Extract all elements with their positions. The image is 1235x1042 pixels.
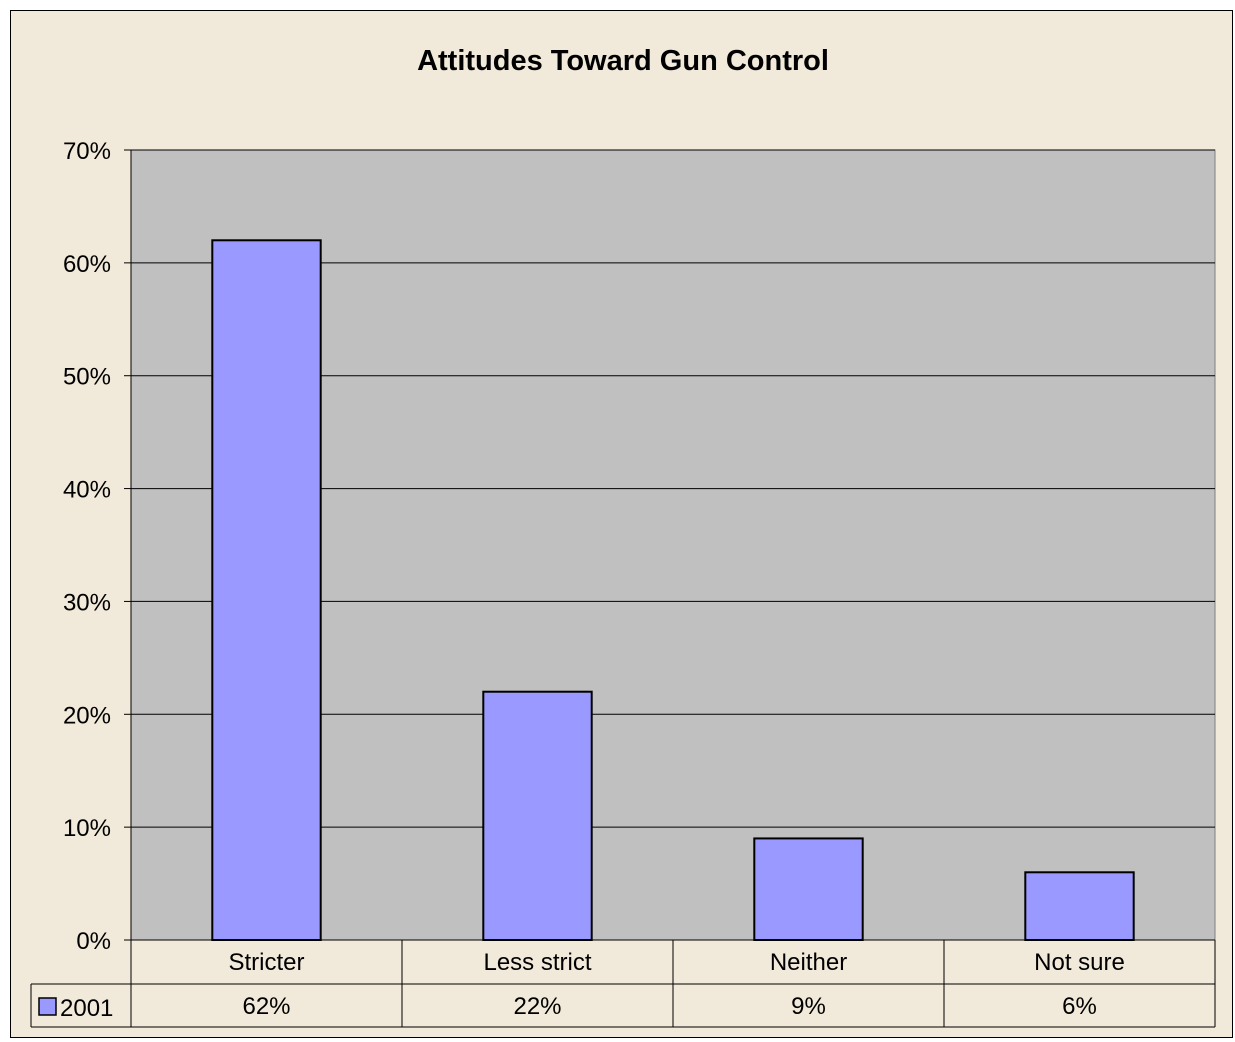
bar-chart: Attitudes Toward Gun Control 0% 10% 20% 30%… [30,45,1216,1028]
data-label: 9% [791,993,826,1020]
data-label: 62% [242,993,290,1020]
y-tick-label: 50% [63,364,111,391]
bar [1024,871,1135,941]
y-tick-label: 40% [63,477,111,504]
legend-swatch [38,997,57,1016]
y-tick-label: 30% [63,589,111,616]
chart-frame: Attitudes Toward Gun Control 0% 10% 20% 30%… [10,10,1233,1038]
legend-label: 2001 [60,995,113,1022]
y-tick-label: 60% [63,251,111,278]
category-label: Not sure [1034,949,1125,976]
category-label: Neither [770,949,847,976]
data-label: 22% [513,993,561,1020]
y-tick-label: 20% [63,702,111,729]
category-label: Stricter [228,949,304,976]
data-label: 6% [1062,993,1097,1020]
chart-title: Attitudes Toward Gun Control [417,45,829,77]
y-tick-label: 0% [76,928,111,955]
bar [753,837,864,942]
y-tick-label: 10% [63,815,111,842]
y-tick-label: 70% [63,138,111,165]
plot-area: 0% 10% 20% 30% 40% 50% 60% 70% Stricter 62% Less s… [30,138,1216,1028]
bar [211,239,322,942]
bar [482,690,593,942]
category-label: Less strict [483,949,591,976]
